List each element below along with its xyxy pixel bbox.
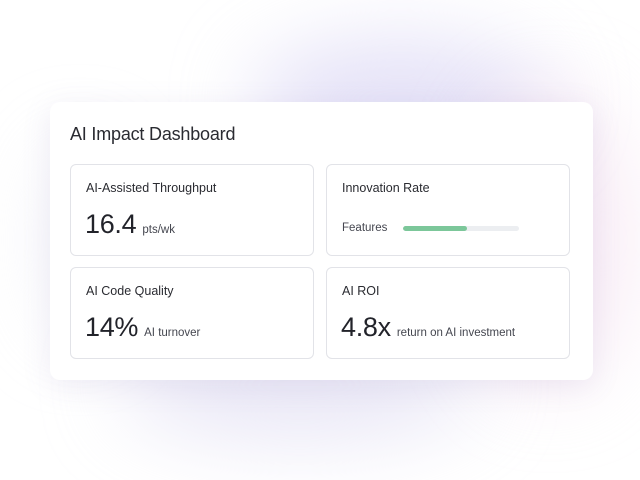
card-label: Innovation Rate <box>342 181 430 195</box>
metric-value: 4.8x <box>341 312 391 342</box>
innovation-rate-card[interactable]: Innovation Rate Features <box>326 164 570 256</box>
progress-fill <box>403 225 468 231</box>
metric-value: 14% <box>85 312 139 342</box>
metric-unit: return on AI investment <box>396 327 516 339</box>
ai-roi-card[interactable]: AI ROI 4.8x return on AI investment <box>326 267 570 359</box>
metric: 4.8x return on AI investment <box>341 312 515 343</box>
metric: 16.4 pts/wk <box>85 209 175 240</box>
card-label: AI Code Quality <box>86 284 174 298</box>
dashboard-panel: AI Impact Dashboard AI-Assisted Throughp… <box>50 102 593 380</box>
metric-unit: AI turnover <box>144 327 201 339</box>
dashboard-title: AI Impact Dashboard <box>70 124 236 144</box>
code-quality-card[interactable]: AI Code Quality 14% AI turnover <box>70 267 314 359</box>
metric-value: 16.4 <box>85 209 137 239</box>
throughput-card[interactable]: AI-Assisted Throughput 16.4 pts/wk <box>70 164 314 256</box>
metric: 14% AI turnover <box>85 312 200 343</box>
card-label: AI-Assisted Throughput <box>86 181 217 195</box>
card-label: AI ROI <box>342 284 380 298</box>
progress-row: Features <box>342 222 520 234</box>
progress-label: Features <box>342 222 388 234</box>
metric-unit: pts/wk <box>142 224 175 236</box>
progress-track <box>403 225 520 231</box>
